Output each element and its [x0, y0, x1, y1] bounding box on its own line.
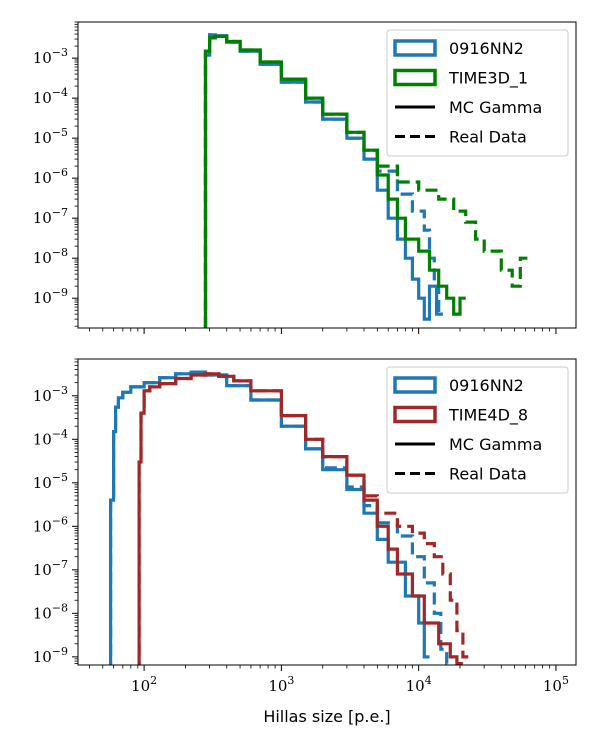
series-line-0916nn2-real-data — [109, 370, 451, 665]
axes-frame — [77, 358, 577, 666]
axes-frame — [77, 21, 577, 329]
legend-label: Real Data — [449, 128, 527, 147]
x-tick-label: 103 — [268, 674, 294, 695]
series-group — [203, 33, 528, 328]
y-tick-label: 10−8 — [33, 601, 68, 622]
legend-swatch — [393, 376, 437, 394]
legend-frame — [386, 366, 569, 494]
y-tick-label: 10−6 — [33, 166, 68, 187]
series-line-time3d-1-real-data — [203, 34, 528, 328]
series-group — [109, 370, 469, 665]
legend-label: 0916NN2 — [449, 376, 524, 395]
series-line-time4d-8-real-data — [137, 372, 469, 665]
x-tick-label: 102 — [131, 674, 157, 695]
top-panel: 10−9 10−8 10−7 10−6 10−5 10−4 10−3 0916NN2 TIME3… — [33, 21, 577, 334]
y-tick-label: 10−5 — [33, 126, 68, 147]
legend-swatch — [393, 405, 437, 424]
legend-swatch — [393, 68, 437, 87]
bottom-panel: 102 103 104 105 10−9 10−8 10−7 10−6 10−5 10−4 10−3… — [33, 358, 577, 695]
y-tick-label: 10−7 — [33, 206, 68, 227]
y-tick-label: 10−6 — [33, 514, 68, 535]
y-tick-label: 10−9 — [33, 286, 68, 307]
x-axis-title: Hillas size [p.e.] — [263, 707, 390, 726]
legend-swatch — [393, 39, 437, 57]
x-tick-label: 104 — [406, 674, 432, 695]
y-tick-label: 10−5 — [33, 471, 68, 492]
legend-label: Real Data — [449, 465, 527, 484]
legend-label: TIME4D_8 — [448, 406, 528, 426]
legend-label: TIME3D_1 — [448, 69, 528, 89]
y-tick-label: 10−3 — [33, 46, 68, 67]
legend: 0916NN2 TIME3D_1 MC Gamma Real Data — [386, 29, 569, 157]
y-tick-label: 10−4 — [33, 86, 68, 107]
y-tick-label: 10−3 — [33, 384, 68, 405]
y-tick-label: 10−8 — [33, 246, 68, 267]
legend-label: 0916NN2 — [449, 39, 524, 58]
y-tick-label: 10−4 — [33, 427, 68, 448]
legend: 0916NN2 TIME4D_8 MC Gamma Real Data — [386, 366, 569, 494]
legend-label: MC Gamma — [449, 98, 542, 117]
y-tick-label: 10−7 — [33, 558, 68, 579]
legend-label: MC Gamma — [449, 435, 542, 454]
legend-frame — [386, 29, 569, 157]
x-tick-label: 105 — [543, 674, 569, 695]
y-tick-label: 10−9 — [33, 645, 68, 666]
